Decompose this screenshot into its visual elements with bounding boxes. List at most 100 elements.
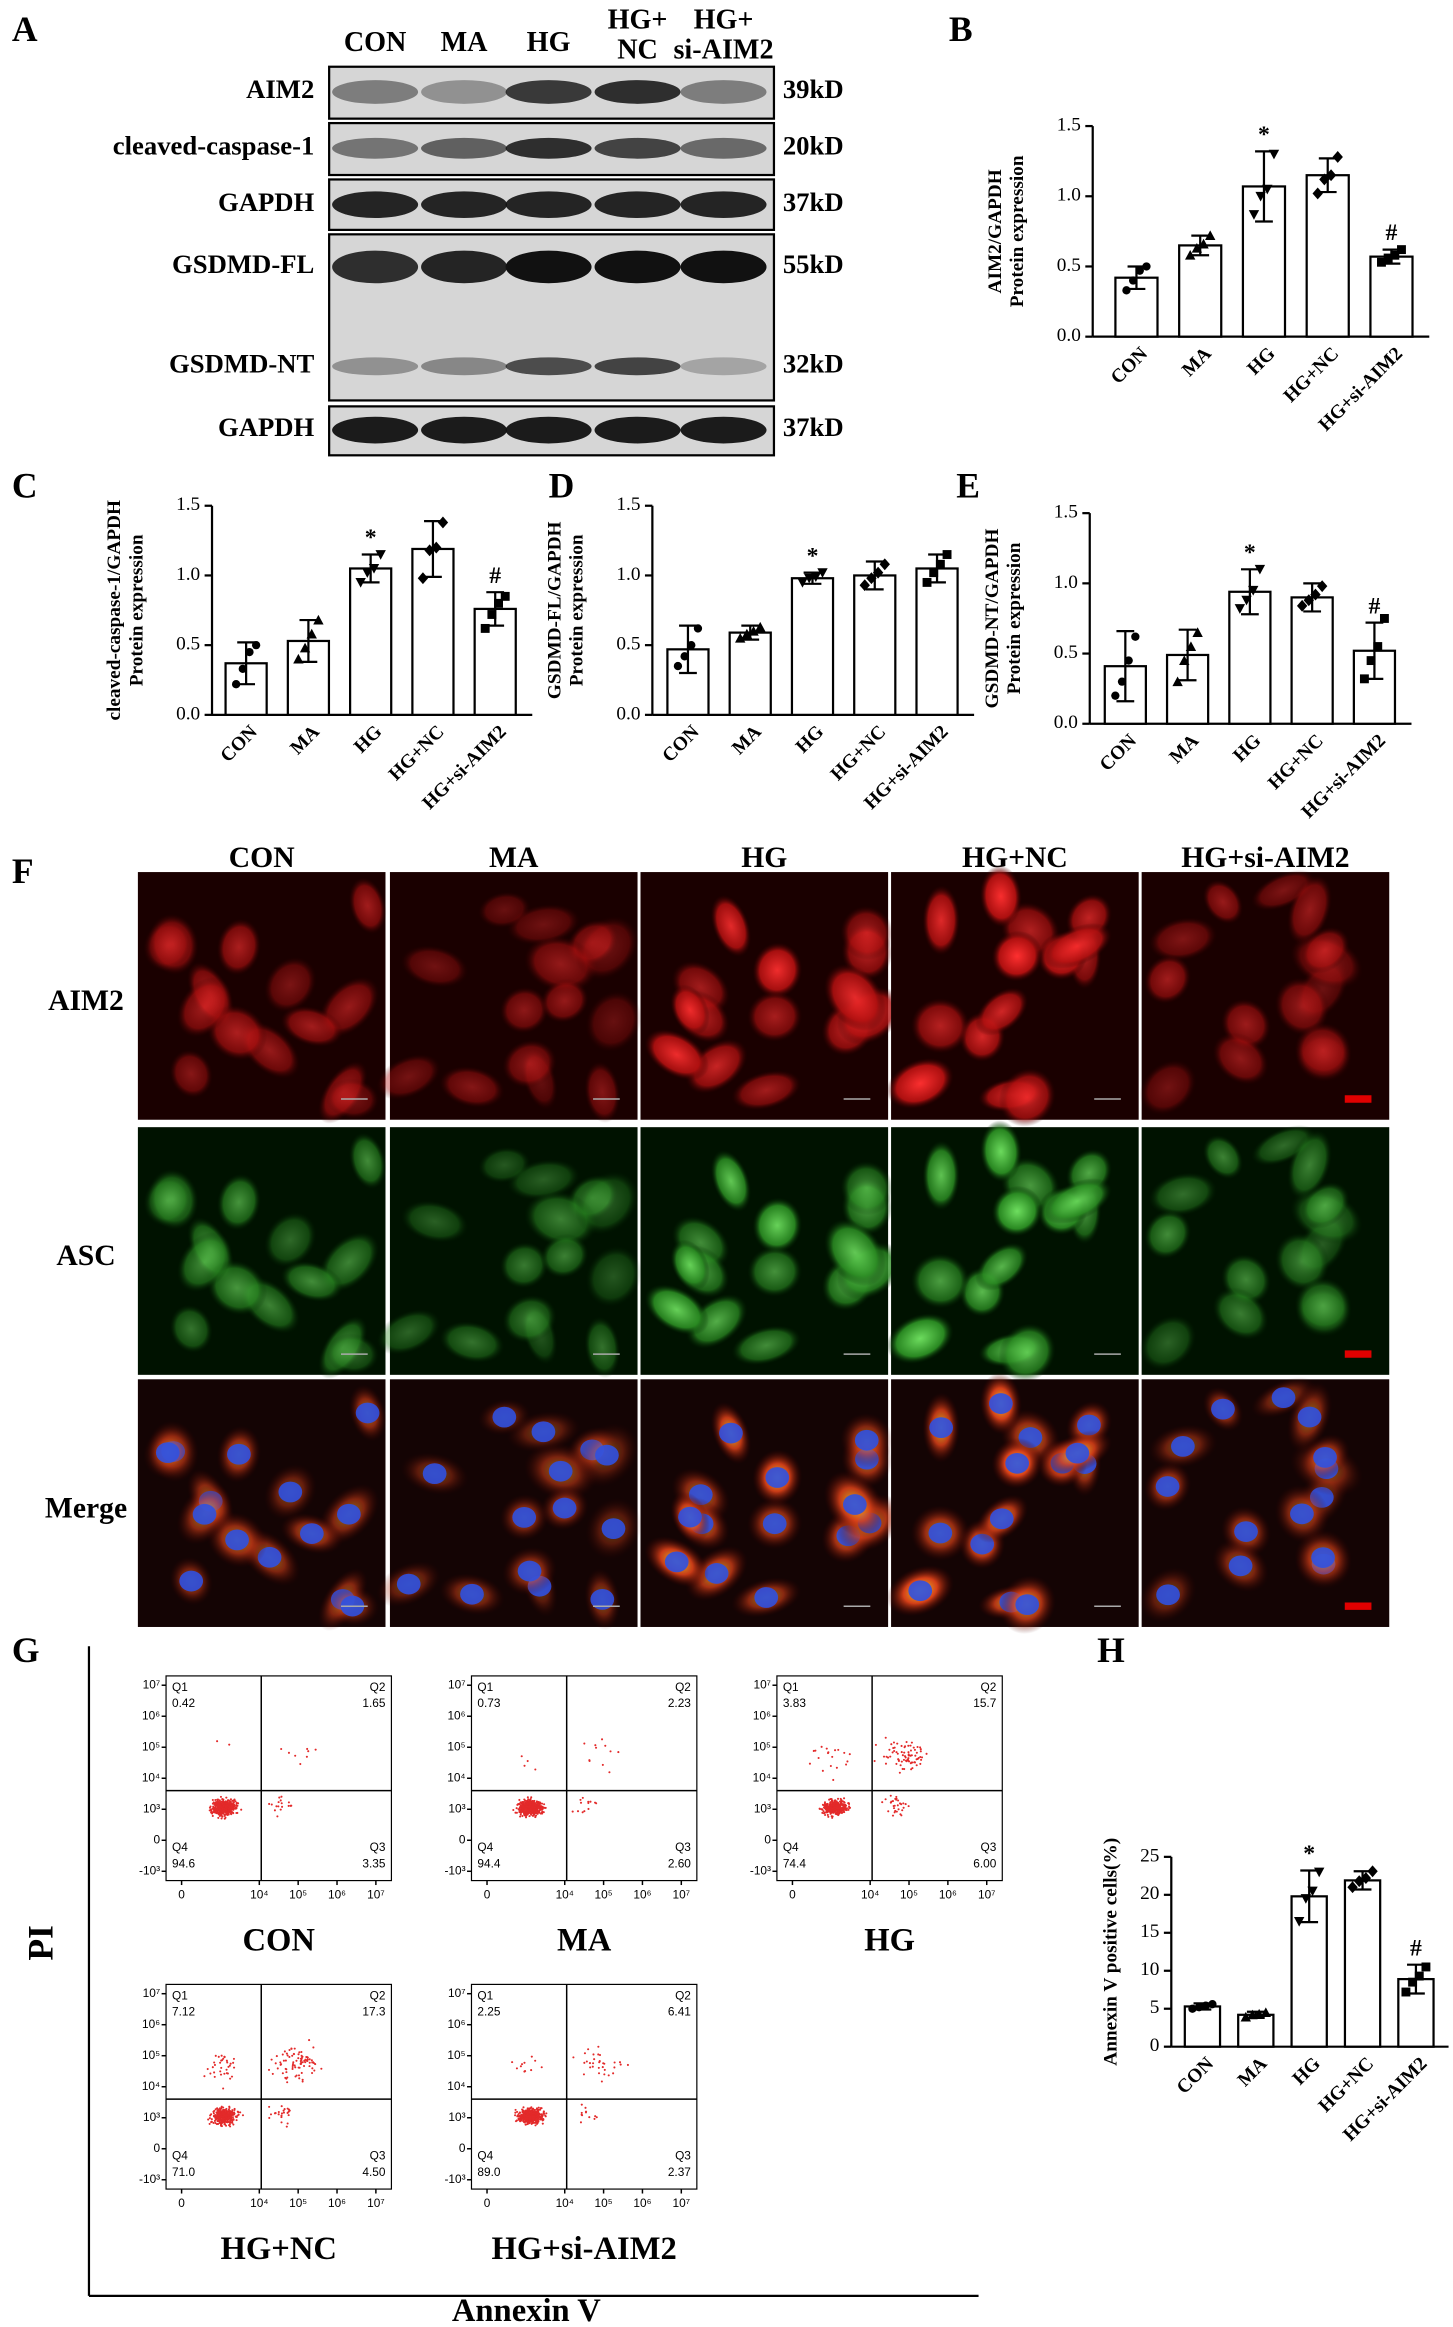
event-dot bbox=[534, 2124, 537, 2127]
event-dot bbox=[593, 2117, 596, 2120]
y-axis-label: GSDMD-FL/GAPDH bbox=[544, 521, 565, 699]
event-dot bbox=[579, 1798, 582, 1801]
event-dot bbox=[618, 2061, 622, 2064]
event-dot bbox=[892, 1741, 895, 1744]
event-dot bbox=[534, 1768, 537, 1771]
lane-label: NC bbox=[617, 34, 658, 65]
nucleus bbox=[517, 1560, 542, 1582]
cell bbox=[1300, 926, 1350, 974]
event-dot bbox=[900, 1814, 903, 1817]
event-dot bbox=[291, 2067, 294, 2070]
data-point bbox=[1260, 2007, 1272, 2017]
event-dot bbox=[843, 1803, 846, 1807]
event-dot bbox=[534, 1806, 537, 1809]
event-dot bbox=[902, 1806, 905, 1809]
event-dot bbox=[895, 1798, 898, 1801]
event-dot bbox=[531, 1814, 534, 1817]
event-dot bbox=[239, 2111, 242, 2114]
event-dot bbox=[607, 2074, 610, 2077]
event-dot bbox=[843, 1805, 846, 1808]
event-dot bbox=[626, 2063, 629, 2067]
x-tick-label: 10⁵ bbox=[289, 2196, 307, 2210]
cell bbox=[1300, 1181, 1350, 1229]
y-tick-label: 10⁵ bbox=[142, 2048, 160, 2062]
event-dot bbox=[916, 1757, 919, 1760]
x-tick-label: 0 bbox=[178, 2196, 185, 2210]
y-tick-label: 10³ bbox=[448, 2110, 465, 2124]
flow-plot: 10⁷ 10⁶ 10⁵ 10⁴ 10³ 0 -10³ 0 10⁴ 10⁵ 10⁶ 10⁷ Q1 7.12 Q… bbox=[139, 1983, 393, 2267]
event-dot bbox=[218, 1811, 221, 1814]
event-dot bbox=[919, 1755, 922, 1759]
nucleus bbox=[601, 1518, 626, 1540]
nucleus bbox=[548, 1460, 573, 1482]
event-dot bbox=[604, 1744, 607, 1747]
event-dot bbox=[295, 2074, 298, 2077]
event-dot bbox=[293, 2064, 296, 2067]
x-tick-label: 10⁴ bbox=[861, 1888, 879, 1902]
event-dot bbox=[889, 1755, 892, 1758]
event-dot bbox=[228, 1743, 231, 1746]
quadrant-name: Q4 bbox=[477, 1840, 493, 1854]
data-point bbox=[1131, 632, 1140, 641]
event-dot bbox=[276, 2067, 279, 2070]
quadrant-value: 15.7 bbox=[973, 1696, 996, 1710]
event-dot bbox=[233, 2108, 236, 2112]
cell bbox=[348, 877, 387, 935]
event-dot bbox=[519, 1815, 522, 1818]
event-dot bbox=[287, 2114, 290, 2117]
x-tick-label: MA bbox=[286, 721, 324, 759]
event-dot bbox=[219, 2073, 223, 2076]
event-dot bbox=[208, 2117, 211, 2120]
cell bbox=[886, 1313, 954, 1365]
cell bbox=[263, 1211, 317, 1268]
data-point bbox=[1397, 245, 1406, 255]
event-dot bbox=[221, 1811, 224, 1814]
event-dot bbox=[821, 1811, 824, 1814]
event-dot bbox=[597, 2072, 601, 2075]
event-dot bbox=[583, 2061, 586, 2064]
micrograph bbox=[376, 872, 642, 1124]
event-dot bbox=[213, 1803, 216, 1806]
event-dot bbox=[227, 2116, 230, 2119]
event-dot bbox=[897, 1799, 900, 1802]
flow-plot: 10⁷ 10⁶ 10⁵ 10⁴ 10³ 0 -10³ 0 10⁴ 10⁵ 10⁶ 10⁷ Q1 0.73 Q… bbox=[444, 1675, 698, 1958]
event-dot bbox=[279, 1799, 282, 1802]
data-point bbox=[1255, 191, 1266, 202]
data-point bbox=[1390, 250, 1400, 260]
blot-band bbox=[332, 357, 419, 376]
quadrant-name: Q1 bbox=[477, 1680, 493, 1694]
data-point bbox=[1314, 1867, 1325, 1878]
event-dot bbox=[527, 2122, 530, 2125]
nucleus bbox=[1065, 1442, 1090, 1464]
data-point bbox=[929, 568, 939, 578]
event-dot bbox=[285, 2125, 288, 2128]
event-dot bbox=[540, 2116, 543, 2119]
cell bbox=[731, 1325, 802, 1366]
cell bbox=[176, 1231, 233, 1293]
cell bbox=[400, 945, 469, 988]
event-dot bbox=[300, 2054, 303, 2057]
panel-label: A bbox=[12, 9, 38, 49]
event-dot bbox=[211, 2066, 214, 2069]
cell bbox=[1143, 1209, 1192, 1259]
cell bbox=[477, 1146, 531, 1184]
significance-mark: * bbox=[365, 525, 377, 551]
bar-chart: 0.0 0.5 1.0 1.5 cleaved-caspase-1/GAPDH Prote… bbox=[104, 494, 533, 814]
event-dot bbox=[525, 2111, 528, 2114]
cell bbox=[1148, 1172, 1218, 1217]
event-dot bbox=[297, 2066, 300, 2069]
event-dot bbox=[900, 1744, 903, 1747]
event-dot bbox=[232, 2118, 235, 2121]
nucleus bbox=[1156, 1584, 1180, 1606]
event-dot bbox=[216, 2111, 220, 2114]
event-dot bbox=[524, 2070, 527, 2073]
nucleus bbox=[1171, 1435, 1195, 1457]
event-dot bbox=[521, 2109, 524, 2112]
y-tick-label: 10⁵ bbox=[142, 1739, 160, 1753]
y-axis-label: GSDMD-NT/GAPDH bbox=[982, 529, 1003, 709]
panel-label: B bbox=[949, 9, 973, 49]
event-dot bbox=[523, 2115, 526, 2118]
event-dot bbox=[222, 2108, 225, 2111]
cell bbox=[585, 990, 642, 1053]
event-dot bbox=[511, 2061, 514, 2064]
